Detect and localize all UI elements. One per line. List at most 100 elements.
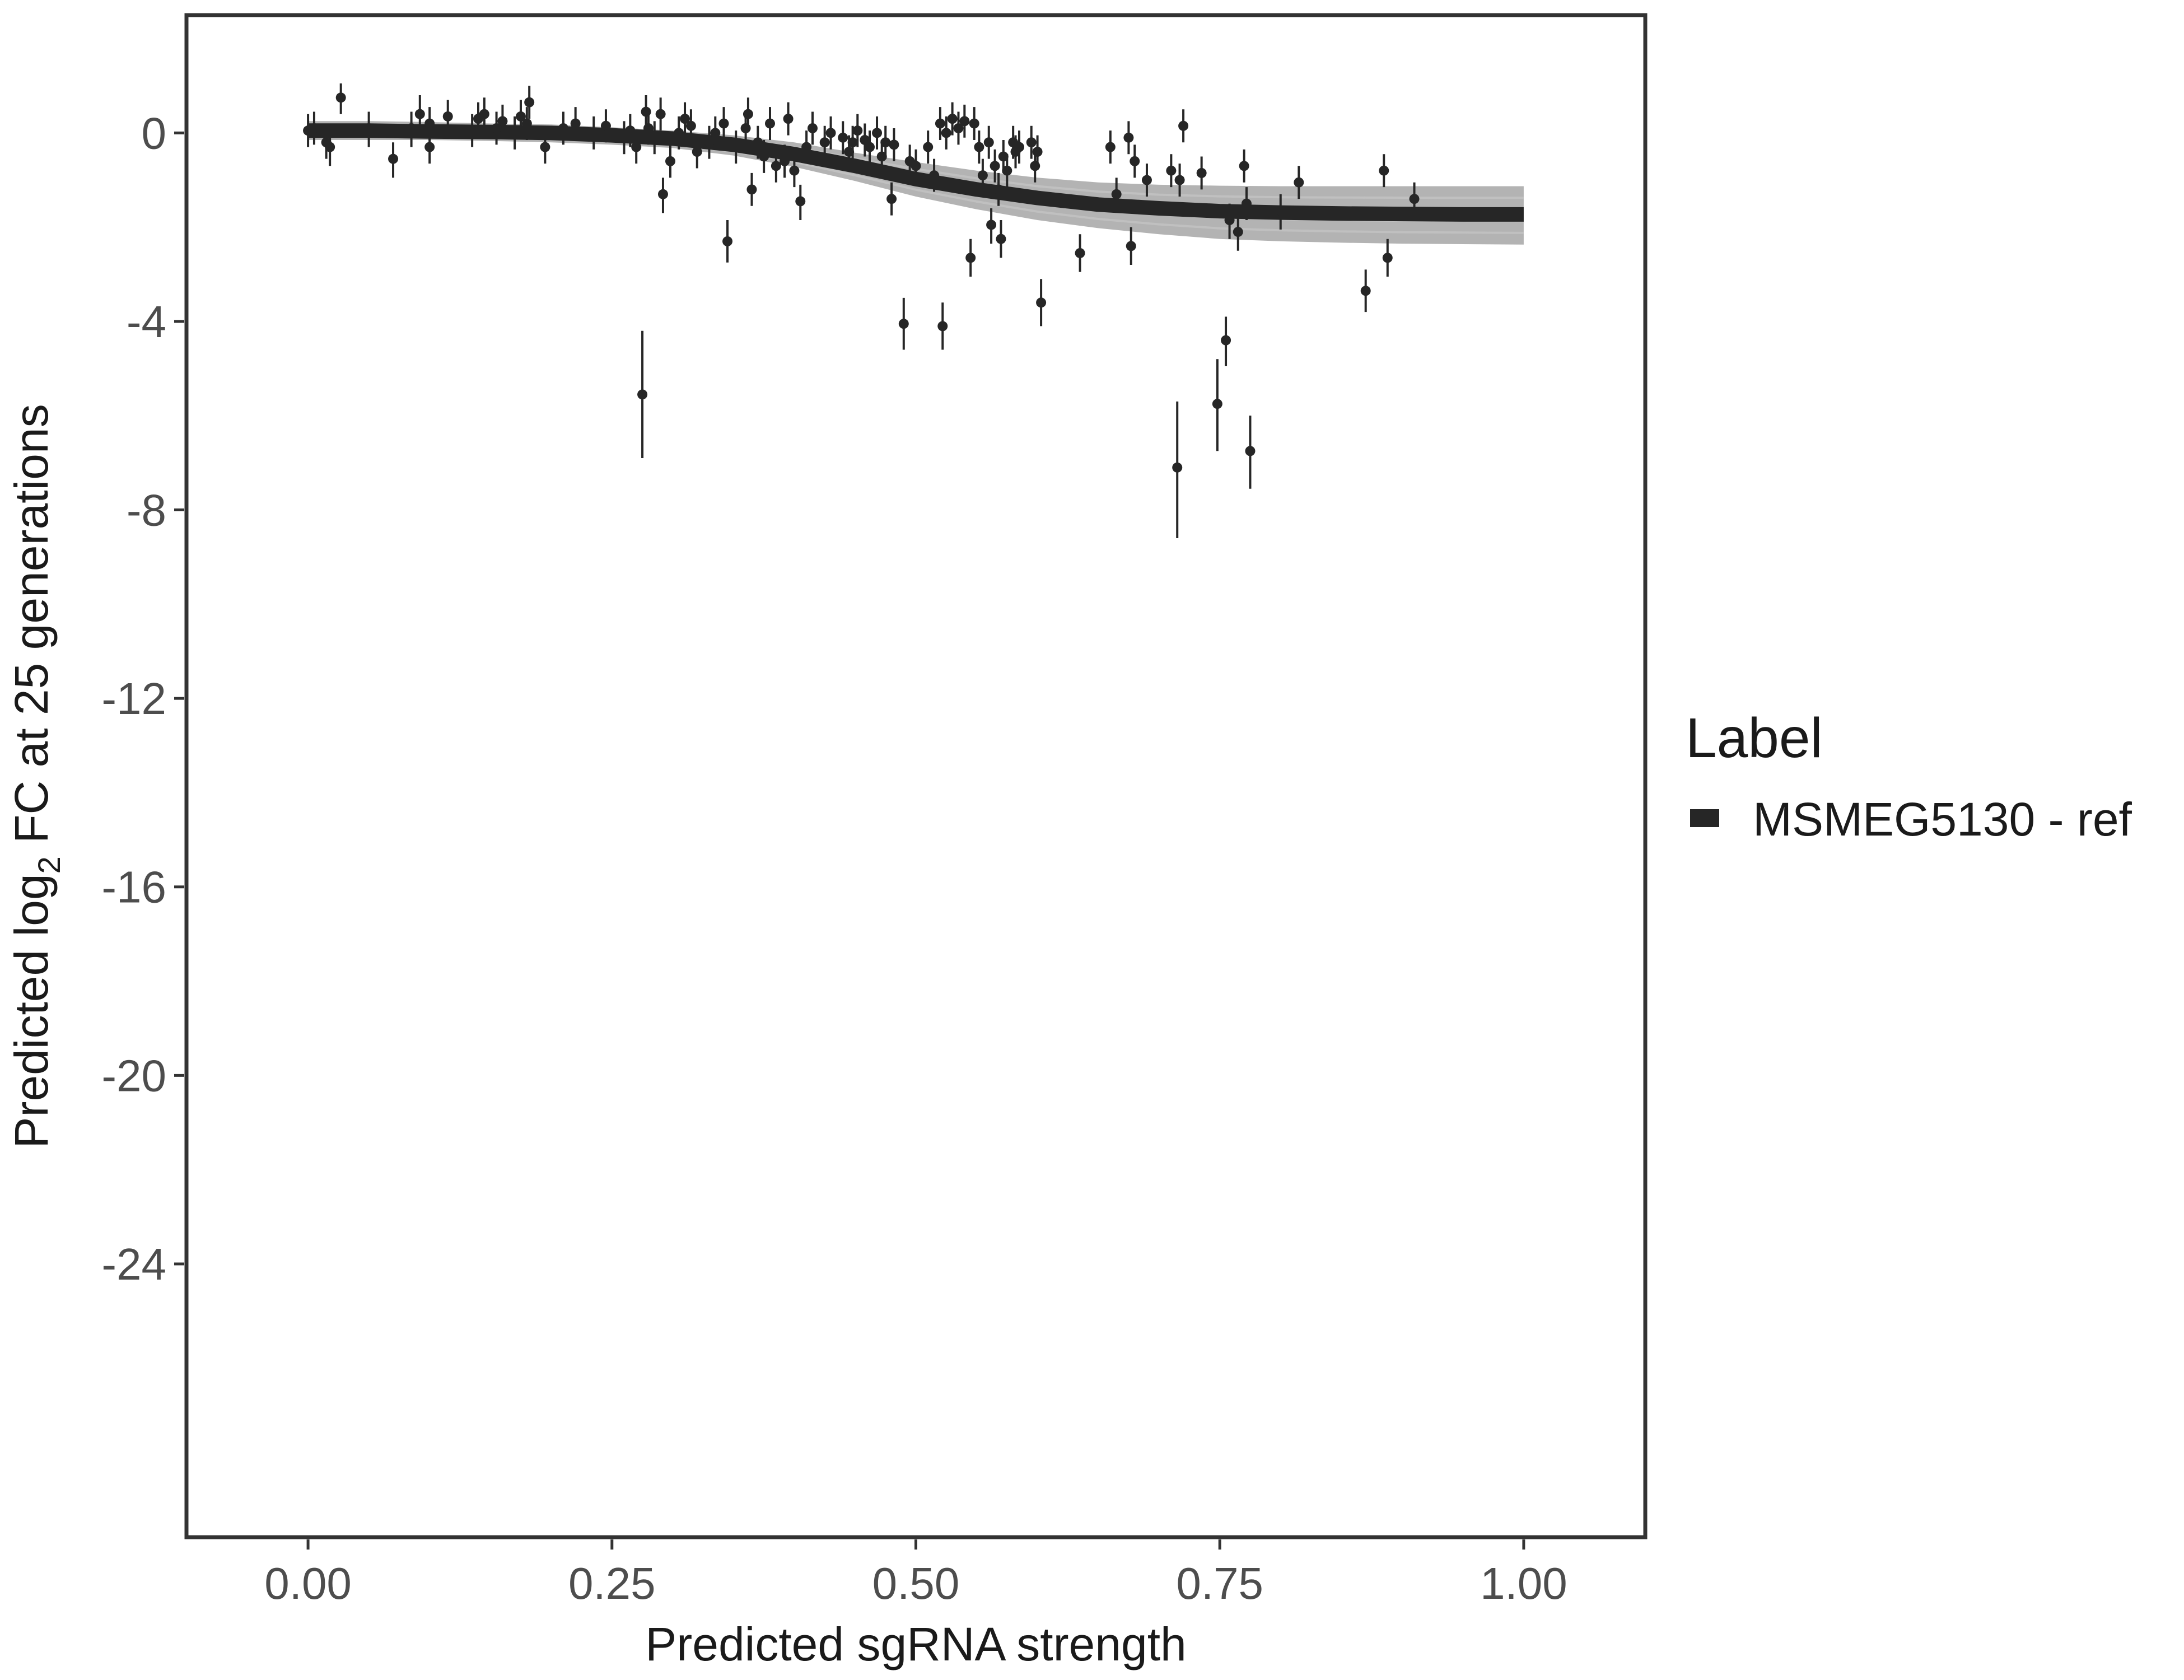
data-point xyxy=(765,118,775,129)
legend-entry-label: MSMEG5130 - ref xyxy=(1753,793,2132,846)
data-point xyxy=(801,142,812,152)
data-point xyxy=(1123,132,1134,143)
data-point xyxy=(880,137,891,148)
data-point xyxy=(325,142,335,152)
data-point xyxy=(1379,165,1389,176)
data-point xyxy=(998,151,1009,162)
data-point xyxy=(1178,120,1189,131)
data-point xyxy=(783,114,794,124)
data-point xyxy=(1172,462,1183,473)
data-point xyxy=(986,220,997,230)
data-point xyxy=(740,123,751,133)
legend-key-swatch xyxy=(1690,809,1719,827)
data-point xyxy=(969,118,979,129)
data-point xyxy=(923,142,934,152)
data-point xyxy=(424,142,435,152)
data-point xyxy=(1360,286,1371,296)
data-point xyxy=(718,118,729,129)
data-point xyxy=(983,137,994,148)
y-tick-label: -16 xyxy=(101,862,166,912)
data-point xyxy=(1075,248,1085,258)
data-point xyxy=(363,123,374,133)
x-tick-label: 1.00 xyxy=(1480,1558,1567,1608)
y-tick-label: -4 xyxy=(127,297,166,347)
data-point xyxy=(524,97,535,108)
data-point xyxy=(1241,198,1252,209)
y-axis-title-suffix: FC at 25 generations xyxy=(5,404,58,856)
y-tick-label: -20 xyxy=(101,1051,166,1100)
data-point xyxy=(825,128,836,138)
data-point xyxy=(847,137,858,148)
data-point xyxy=(1030,161,1040,171)
x-tick-label: 0.75 xyxy=(1176,1558,1263,1608)
data-point xyxy=(479,109,489,119)
data-point xyxy=(990,161,1000,171)
data-point xyxy=(1409,194,1420,204)
legend: Label MSMEG5130 - ref xyxy=(1686,707,2132,846)
data-point xyxy=(860,134,870,145)
data-point xyxy=(1002,165,1012,176)
y-axis-title-subscript: 2 xyxy=(31,856,67,874)
data-point xyxy=(898,319,909,329)
data-point xyxy=(789,165,800,176)
data-point xyxy=(1174,175,1185,185)
data-point xyxy=(1196,167,1207,178)
data-point xyxy=(807,123,818,133)
data-point xyxy=(1382,253,1393,263)
data-point xyxy=(865,142,875,152)
y-tick-label: -24 xyxy=(101,1239,166,1289)
data-point xyxy=(977,170,988,181)
data-point xyxy=(974,142,984,152)
data-point xyxy=(570,118,581,129)
data-point xyxy=(886,194,897,204)
data-point xyxy=(937,321,948,332)
data-point xyxy=(631,142,642,152)
data-point xyxy=(996,234,1006,244)
y-tick-label: -12 xyxy=(101,674,166,724)
data-point xyxy=(637,389,648,400)
x-axis-title: Predicted sgRNA strength xyxy=(645,1618,1187,1670)
data-point xyxy=(643,123,654,133)
data-point xyxy=(746,184,757,195)
data-point xyxy=(771,161,781,171)
data-point xyxy=(743,109,753,119)
data-point xyxy=(1126,241,1136,251)
data-point xyxy=(941,128,951,138)
data-point xyxy=(929,170,940,181)
legend-title: Label xyxy=(1686,707,1823,769)
data-point xyxy=(1166,165,1177,176)
data-point xyxy=(388,153,399,164)
data-point xyxy=(965,253,976,263)
y-tick-label: 0 xyxy=(142,108,167,158)
data-point xyxy=(414,109,425,119)
data-point xyxy=(335,92,346,103)
data-point xyxy=(625,125,636,136)
data-point xyxy=(406,123,417,133)
data-point xyxy=(1294,177,1304,188)
data-point xyxy=(1141,175,1152,185)
data-point xyxy=(819,137,830,148)
data-point xyxy=(953,123,964,133)
data-point xyxy=(935,118,945,129)
x-tick-label: 0.25 xyxy=(568,1558,656,1608)
data-point xyxy=(1014,142,1025,152)
panel-border xyxy=(184,13,1648,1539)
data-point xyxy=(911,161,921,171)
data-point xyxy=(710,128,721,138)
data-point xyxy=(309,123,319,133)
data-point xyxy=(1224,215,1235,226)
data-point xyxy=(844,147,855,157)
data-point xyxy=(521,118,532,129)
data-point xyxy=(497,116,508,127)
data-point xyxy=(600,120,611,131)
data-point xyxy=(1239,161,1249,171)
data-point xyxy=(1036,297,1047,308)
x-axis-ticks: 0.00 0.25 0.50 0.75 1.00 xyxy=(264,1539,1567,1608)
data-point xyxy=(852,125,863,136)
data-point xyxy=(619,132,629,143)
data-point xyxy=(685,120,696,131)
data-point xyxy=(665,156,675,166)
data-point xyxy=(1221,335,1231,346)
data-point xyxy=(442,111,453,122)
